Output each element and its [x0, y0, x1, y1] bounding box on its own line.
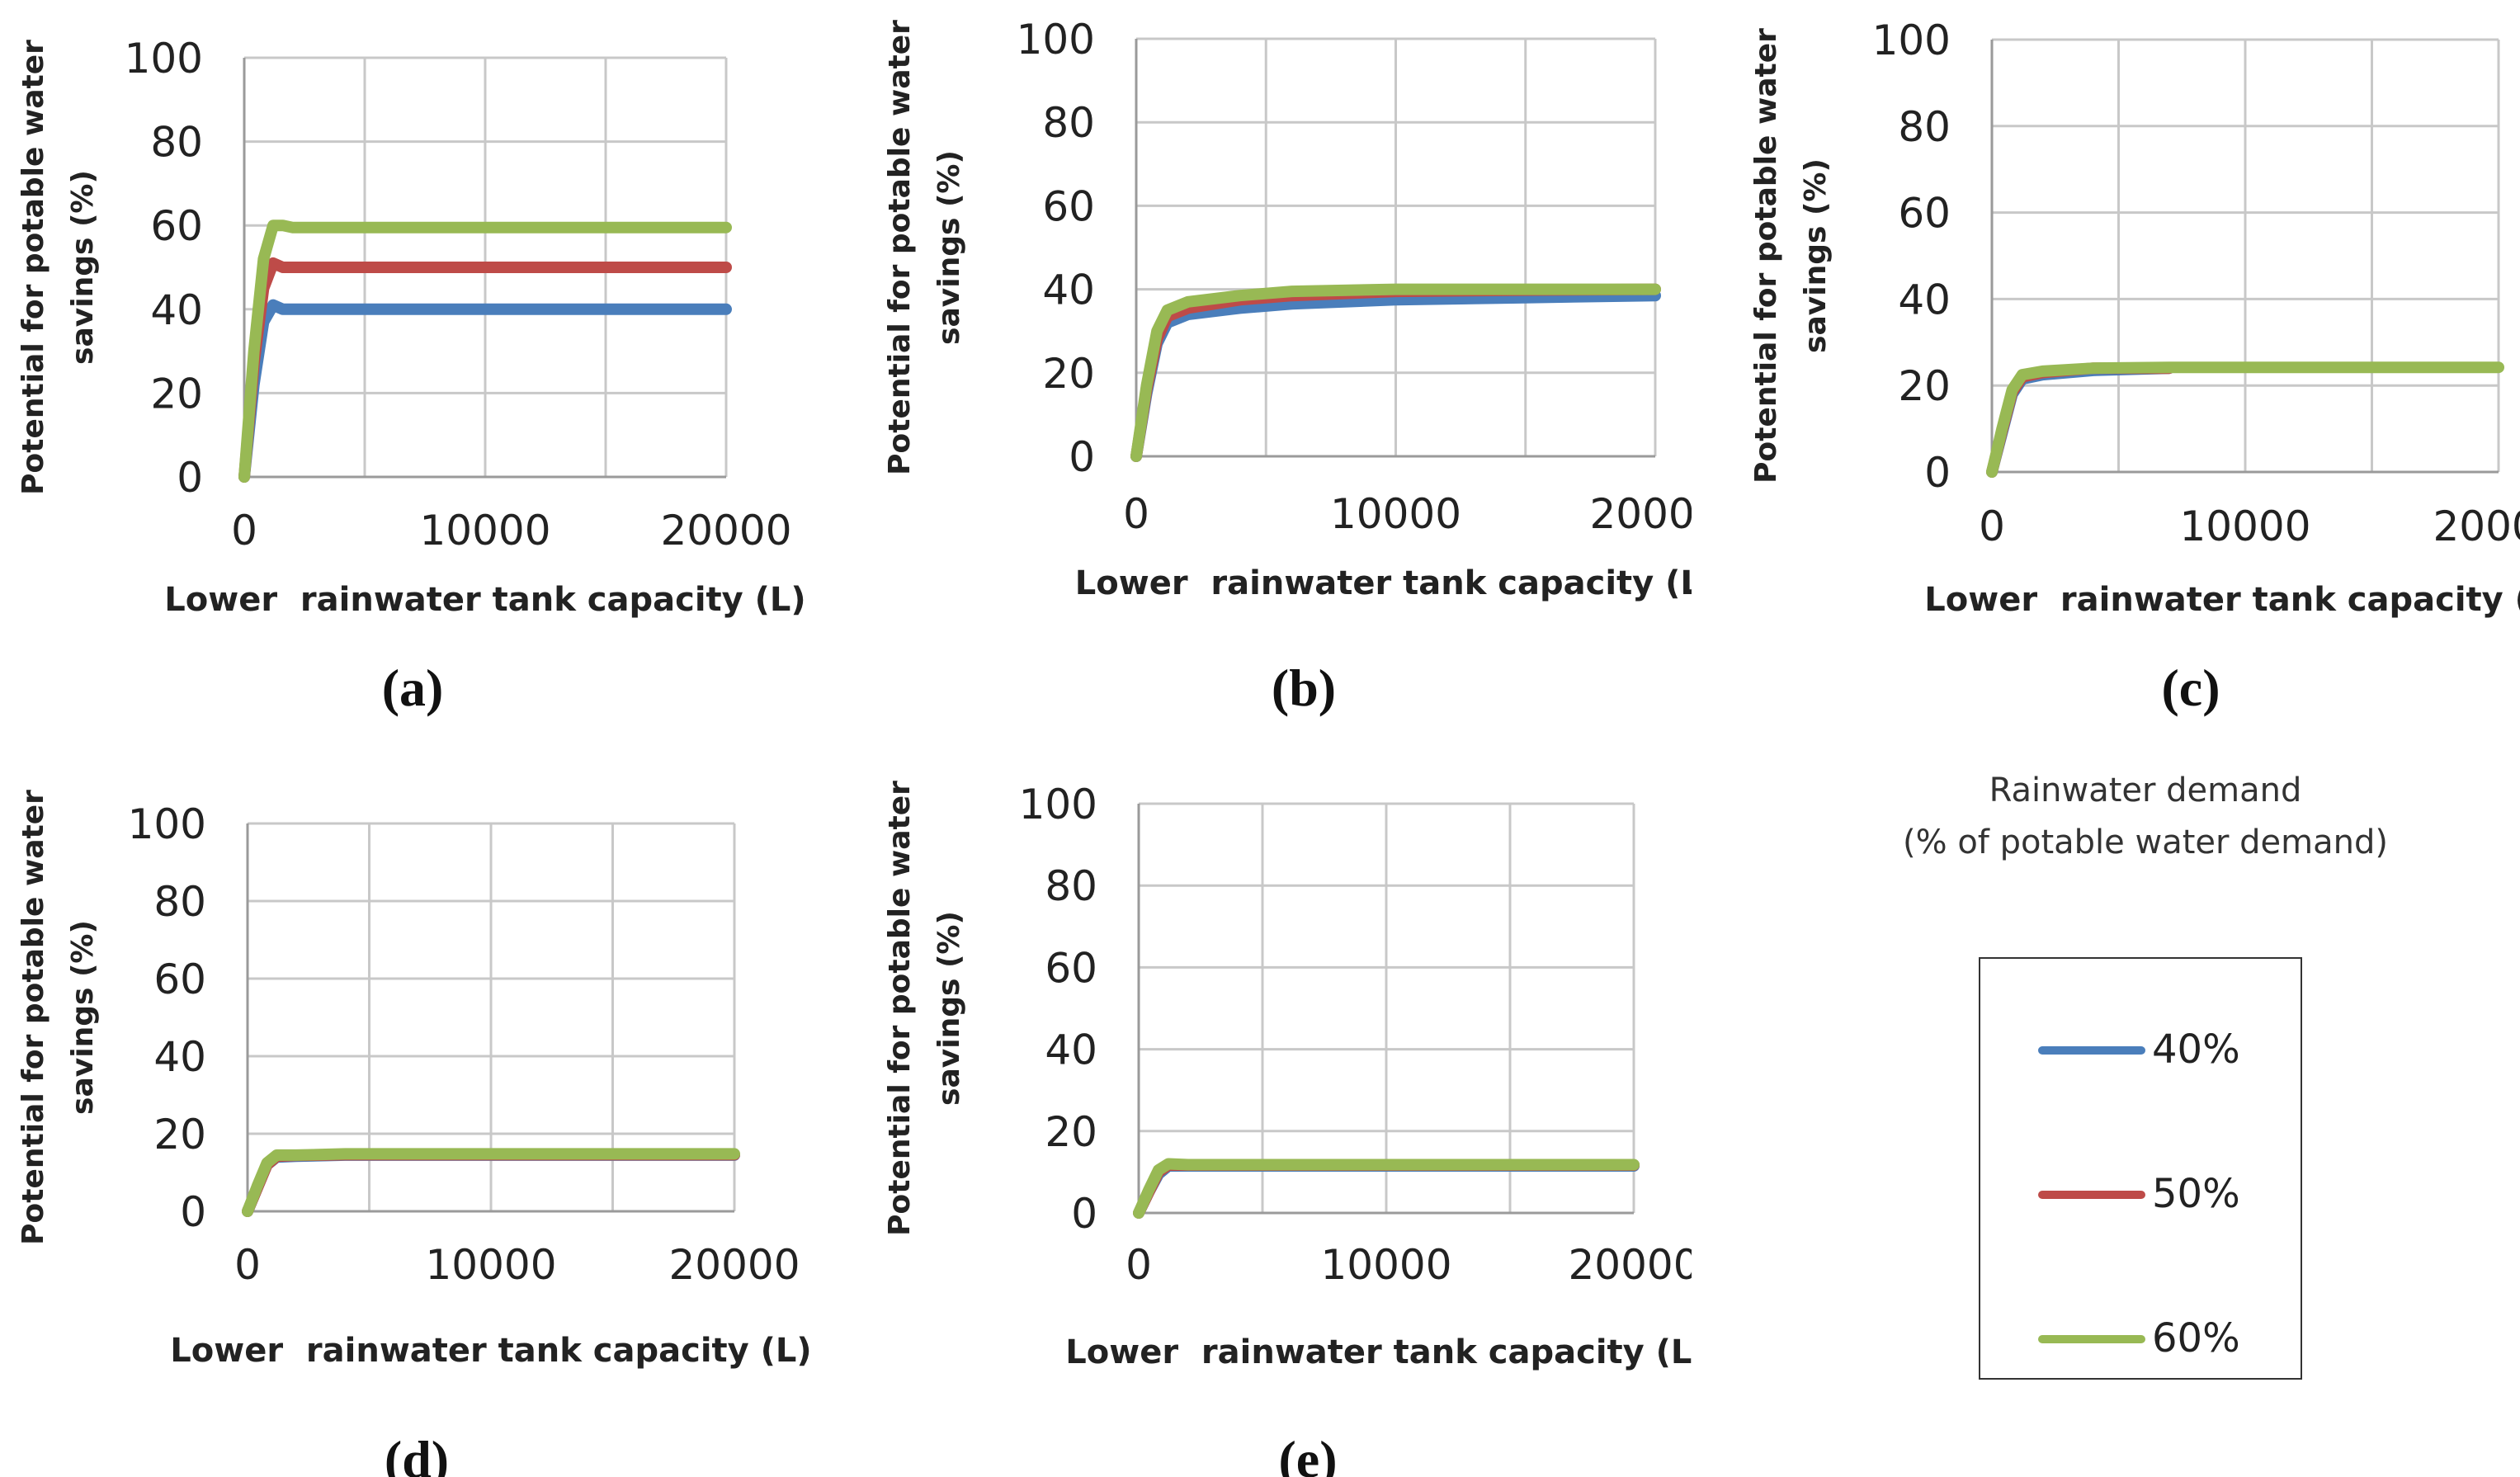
chart-panel-c: 0 20 40 60 80 100 0 10000 20000 Lower rainwater t… — [1749, 17, 2520, 717]
y-tick-label: 60 — [1898, 190, 1951, 238]
y-tick-label: 40 — [150, 286, 203, 334]
y-tick-label: 40 — [1042, 267, 1095, 314]
y-axis-label-line2: savings (%) — [1799, 158, 1833, 353]
x-tick-label: 20000 — [668, 1241, 800, 1289]
y-tick-label: 100 — [1017, 16, 1095, 64]
series-line-60 — [242, 1148, 740, 1217]
y-tick-label: 80 — [1045, 862, 1097, 910]
x-tick-label: 20000 — [1589, 490, 1692, 538]
x-axis-label: Lower rainwater tank capacity (L) — [1065, 1333, 1692, 1371]
chart-panel-a: 0 20 40 60 80 100 0 10000 20000 Lower rainwater t… — [17, 35, 806, 717]
panel-label: (b) — [1272, 658, 1336, 717]
y-axis-label-line2: savings (%) — [66, 920, 100, 1115]
y-tick-label: 20 — [153, 1111, 206, 1158]
legend-subtitle: (% of potable water demand) — [1903, 823, 2388, 861]
x-tick-label: 20000 — [660, 507, 791, 554]
legend-swatch-60 — [2038, 1335, 2145, 1343]
legend: 40% 50% 60% — [1979, 957, 2302, 1380]
panel-label: (e) — [1278, 1430, 1337, 1477]
x-tick-label: 10000 — [1320, 1241, 1451, 1289]
series-line-60 — [1133, 1158, 1640, 1219]
x-tick-label: 10000 — [419, 507, 550, 554]
y-axis-label-line1: Potential for potable water — [883, 20, 917, 475]
y-tick-label: 100 — [125, 35, 203, 83]
y-tick-label: 0 — [177, 454, 203, 502]
x-axis-label: Lower rainwater tank capacity (L) — [170, 1332, 811, 1370]
y-tick-label: 100 — [1019, 781, 1097, 828]
y-tick-label: 60 — [1042, 182, 1095, 230]
y-tick-label: 0 — [1069, 433, 1095, 481]
y-tick-label: 0 — [180, 1188, 206, 1236]
y-tick-label: 100 — [128, 800, 206, 848]
y-tick-label: 60 — [1045, 944, 1097, 992]
gridlines — [1990, 38, 2500, 474]
legend-entry-40: 40% — [2038, 1025, 2286, 1074]
legend-label-60: 60% — [2152, 1315, 2240, 1361]
y-axis-label-line1: Potential for potable water — [17, 40, 50, 495]
legend-entry-50: 50% — [2038, 1169, 2286, 1219]
y-tick-label: 40 — [1045, 1026, 1097, 1074]
chart-panel-b: 0 20 40 60 80 100 0 10000 20000 Lower rainwater t… — [883, 16, 1692, 717]
x-tick-label: 0 — [1126, 1241, 1152, 1289]
legend-label-40: 40% — [2152, 1026, 2240, 1073]
y-axis-label-line1: Potential for potable water — [883, 781, 917, 1236]
y-axis-label-line1: Potential for potable water — [1749, 28, 1783, 484]
panel-label: (c) — [2161, 658, 2220, 717]
y-tick-label: 20 — [1898, 362, 1951, 410]
legend-swatch-50 — [2038, 1191, 2145, 1199]
series-line-60 — [1986, 361, 2504, 478]
x-tick-label: 10000 — [1330, 490, 1461, 538]
y-tick-label: 80 — [1042, 99, 1095, 147]
y-tick-label: 40 — [153, 1033, 206, 1081]
legend-label-50: 50% — [2152, 1171, 2240, 1217]
y-tick-label: 20 — [1045, 1108, 1097, 1156]
y-tick-label: 20 — [150, 370, 203, 418]
chart-panel-d: 0 20 40 60 80 100 0 10000 20000 Lower rainwater t… — [17, 790, 812, 1477]
x-tick-label: 20000 — [2433, 503, 2520, 550]
y-tick-label: 80 — [150, 119, 203, 167]
y-tick-label: 20 — [1042, 350, 1095, 398]
y-tick-label: 60 — [150, 202, 203, 250]
panel-label: (a) — [382, 658, 444, 717]
x-tick-label: 20000 — [1568, 1241, 1692, 1289]
panel-label: (d) — [385, 1430, 449, 1477]
y-axis-label-line2: savings (%) — [932, 150, 966, 345]
series-line-60 — [1130, 283, 1661, 462]
x-tick-label: 10000 — [2179, 503, 2310, 550]
y-axis-label-line2: savings (%) — [932, 911, 966, 1106]
x-tick-label: 0 — [234, 1241, 261, 1289]
y-tick-label: 80 — [153, 878, 206, 926]
x-tick-label: 10000 — [425, 1241, 556, 1289]
chart-panel-e: 0 20 40 60 80 100 0 10000 20000 Lower rainwater t… — [883, 781, 1692, 1477]
y-tick-label: 60 — [153, 956, 206, 1003]
y-tick-label: 100 — [1872, 17, 1951, 64]
legend-entry-60: 60% — [2038, 1314, 2286, 1363]
x-tick-label: 0 — [1979, 503, 2005, 550]
x-axis-label: Lower rainwater tank capacity (L) — [1924, 581, 2520, 619]
x-axis-label: Lower rainwater tank capacity (L) — [1075, 564, 1692, 602]
gridlines — [1135, 37, 1657, 458]
x-tick-label: 0 — [231, 507, 257, 554]
gridlines — [1137, 802, 1635, 1215]
y-axis-label-line1: Potential for potable water — [17, 790, 50, 1245]
x-tick-label: 0 — [1123, 490, 1149, 538]
series-line-60 — [238, 219, 732, 483]
y-tick-label: 80 — [1898, 103, 1951, 151]
x-axis-label: Lower rainwater tank capacity (L) — [164, 581, 805, 619]
y-axis-label-line2: savings (%) — [66, 170, 100, 365]
y-tick-label: 0 — [1071, 1190, 1097, 1238]
legend-title: Rainwater demand — [1989, 772, 2302, 809]
legend-swatch-40 — [2038, 1046, 2145, 1055]
y-tick-label: 40 — [1898, 276, 1951, 323]
y-tick-label: 0 — [1924, 449, 1951, 497]
